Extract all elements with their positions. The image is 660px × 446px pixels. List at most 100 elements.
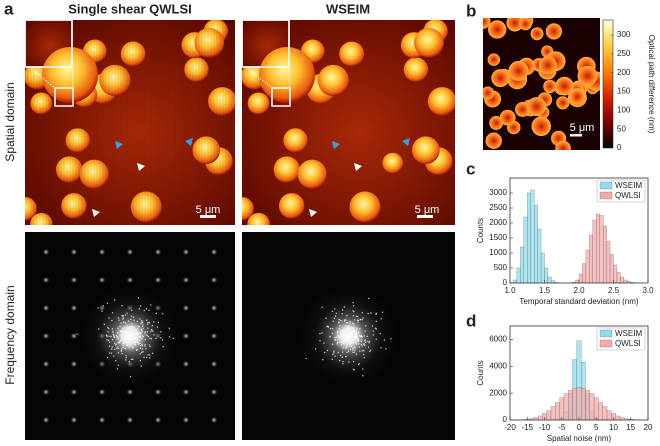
x-tick-label: -5	[558, 423, 566, 432]
speckle	[136, 349, 138, 351]
histogram-bar	[530, 189, 535, 283]
speckle	[348, 327, 350, 329]
speckle	[138, 333, 140, 335]
speckle	[355, 333, 358, 336]
image-layer	[242, 232, 455, 440]
speckle	[375, 328, 378, 330]
speckle	[117, 346, 119, 348]
speckle	[338, 327, 340, 330]
speckle	[325, 317, 327, 319]
speckle	[380, 347, 382, 349]
speckle	[339, 325, 341, 327]
peak	[99, 389, 105, 395]
speckle	[352, 348, 354, 350]
speckle	[349, 348, 352, 351]
speckle	[119, 325, 121, 328]
inset-frame	[242, 20, 290, 68]
speckle	[356, 337, 358, 339]
speckle	[359, 350, 361, 352]
speckle	[355, 335, 357, 338]
cell	[30, 212, 53, 225]
speckle	[136, 320, 138, 323]
legend-label: WSEIM	[615, 181, 642, 190]
speckle	[142, 327, 144, 329]
histogram-bar	[537, 228, 542, 283]
speckle	[352, 339, 354, 341]
speckle	[131, 331, 133, 333]
speckle	[113, 336, 115, 338]
x-tick-label: 1.0	[504, 286, 516, 295]
cell	[273, 156, 301, 183]
x-axis-title: Temporal standard deviation (nm)	[519, 297, 639, 306]
x-tick-label: 1.5	[539, 286, 551, 295]
speckle	[375, 312, 377, 314]
speckle	[332, 328, 334, 330]
y-tick-label: 1000	[489, 248, 507, 257]
speckle	[356, 319, 359, 321]
x-tick-label: 0	[577, 423, 582, 432]
speckle	[359, 328, 361, 330]
speckle	[339, 354, 342, 357]
speckle	[115, 360, 117, 362]
cell	[555, 140, 571, 150]
histogram-bar	[593, 397, 599, 420]
histogram-bar	[609, 254, 614, 283]
speckle	[138, 325, 140, 328]
speckle	[338, 318, 340, 321]
speckle	[133, 319, 135, 321]
speckle	[122, 342, 124, 344]
speckle	[369, 340, 371, 343]
colorbar	[602, 19, 614, 149]
speckle	[359, 318, 362, 321]
cell	[488, 20, 507, 39]
speckle	[121, 330, 123, 332]
speckle	[366, 335, 368, 338]
speckle	[134, 344, 136, 346]
speckle	[121, 304, 123, 307]
speckle	[106, 336, 108, 338]
speckle	[110, 335, 112, 338]
peak	[183, 249, 189, 255]
speckle	[364, 330, 366, 332]
colorbar-tick-label: 0	[617, 143, 622, 152]
speckle	[123, 337, 125, 339]
speckle	[109, 352, 111, 354]
speckle	[136, 328, 139, 330]
speckle	[339, 329, 342, 331]
speckle	[353, 323, 355, 325]
speckle	[356, 336, 358, 338]
arrow	[185, 138, 193, 146]
speckle	[351, 339, 354, 341]
cell	[297, 159, 327, 189]
speckle	[340, 333, 342, 335]
speckle	[121, 352, 123, 355]
cell	[61, 193, 87, 219]
histogram-bar	[527, 192, 531, 283]
speckle	[351, 330, 353, 332]
speckle	[107, 331, 109, 333]
colorbar-tick-label: 50	[617, 124, 626, 133]
speckle	[172, 337, 174, 339]
speckle	[333, 350, 335, 352]
arrow	[309, 209, 317, 217]
speckle	[359, 335, 361, 337]
speckle	[136, 349, 138, 351]
speckle	[375, 313, 377, 315]
speckle	[331, 358, 333, 360]
speckle	[121, 315, 123, 317]
y-tick-label: 3000	[489, 188, 507, 197]
speckle	[381, 311, 384, 313]
zoom-box	[271, 87, 291, 107]
x-tick-label: 10	[609, 423, 618, 432]
speckle	[345, 346, 348, 348]
speckle	[161, 339, 164, 341]
speckle	[111, 346, 113, 348]
speckle	[108, 327, 110, 330]
cell	[382, 152, 404, 174]
speckle	[129, 333, 131, 335]
speckle	[130, 335, 132, 337]
colorbar-tick-label: 300	[617, 30, 631, 39]
histogram-bar	[606, 240, 611, 283]
legend-label: QWLSI	[615, 191, 641, 200]
speckle	[335, 312, 337, 314]
